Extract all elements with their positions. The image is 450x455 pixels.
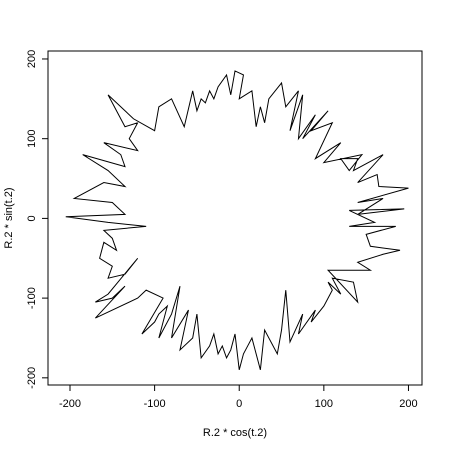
y-tick-label: -100 (26, 287, 38, 309)
y-tick-label: 200 (26, 50, 38, 68)
y-tick-label: 100 (26, 130, 38, 148)
y-tick-label: 0 (26, 215, 38, 221)
y-tick-label: -200 (26, 367, 38, 389)
x-tick-label: 0 (236, 398, 242, 410)
x-tick-label: -100 (144, 398, 166, 410)
x-tick-label: 100 (315, 398, 333, 410)
curve (65, 70, 409, 370)
x-axis-title: R.2 * cos(t.2) (203, 427, 267, 439)
y-axis-title: R.2 * sin(t.2) (3, 187, 15, 248)
x-tick-label: -200 (59, 398, 81, 410)
x-tick-label: 200 (399, 398, 417, 410)
